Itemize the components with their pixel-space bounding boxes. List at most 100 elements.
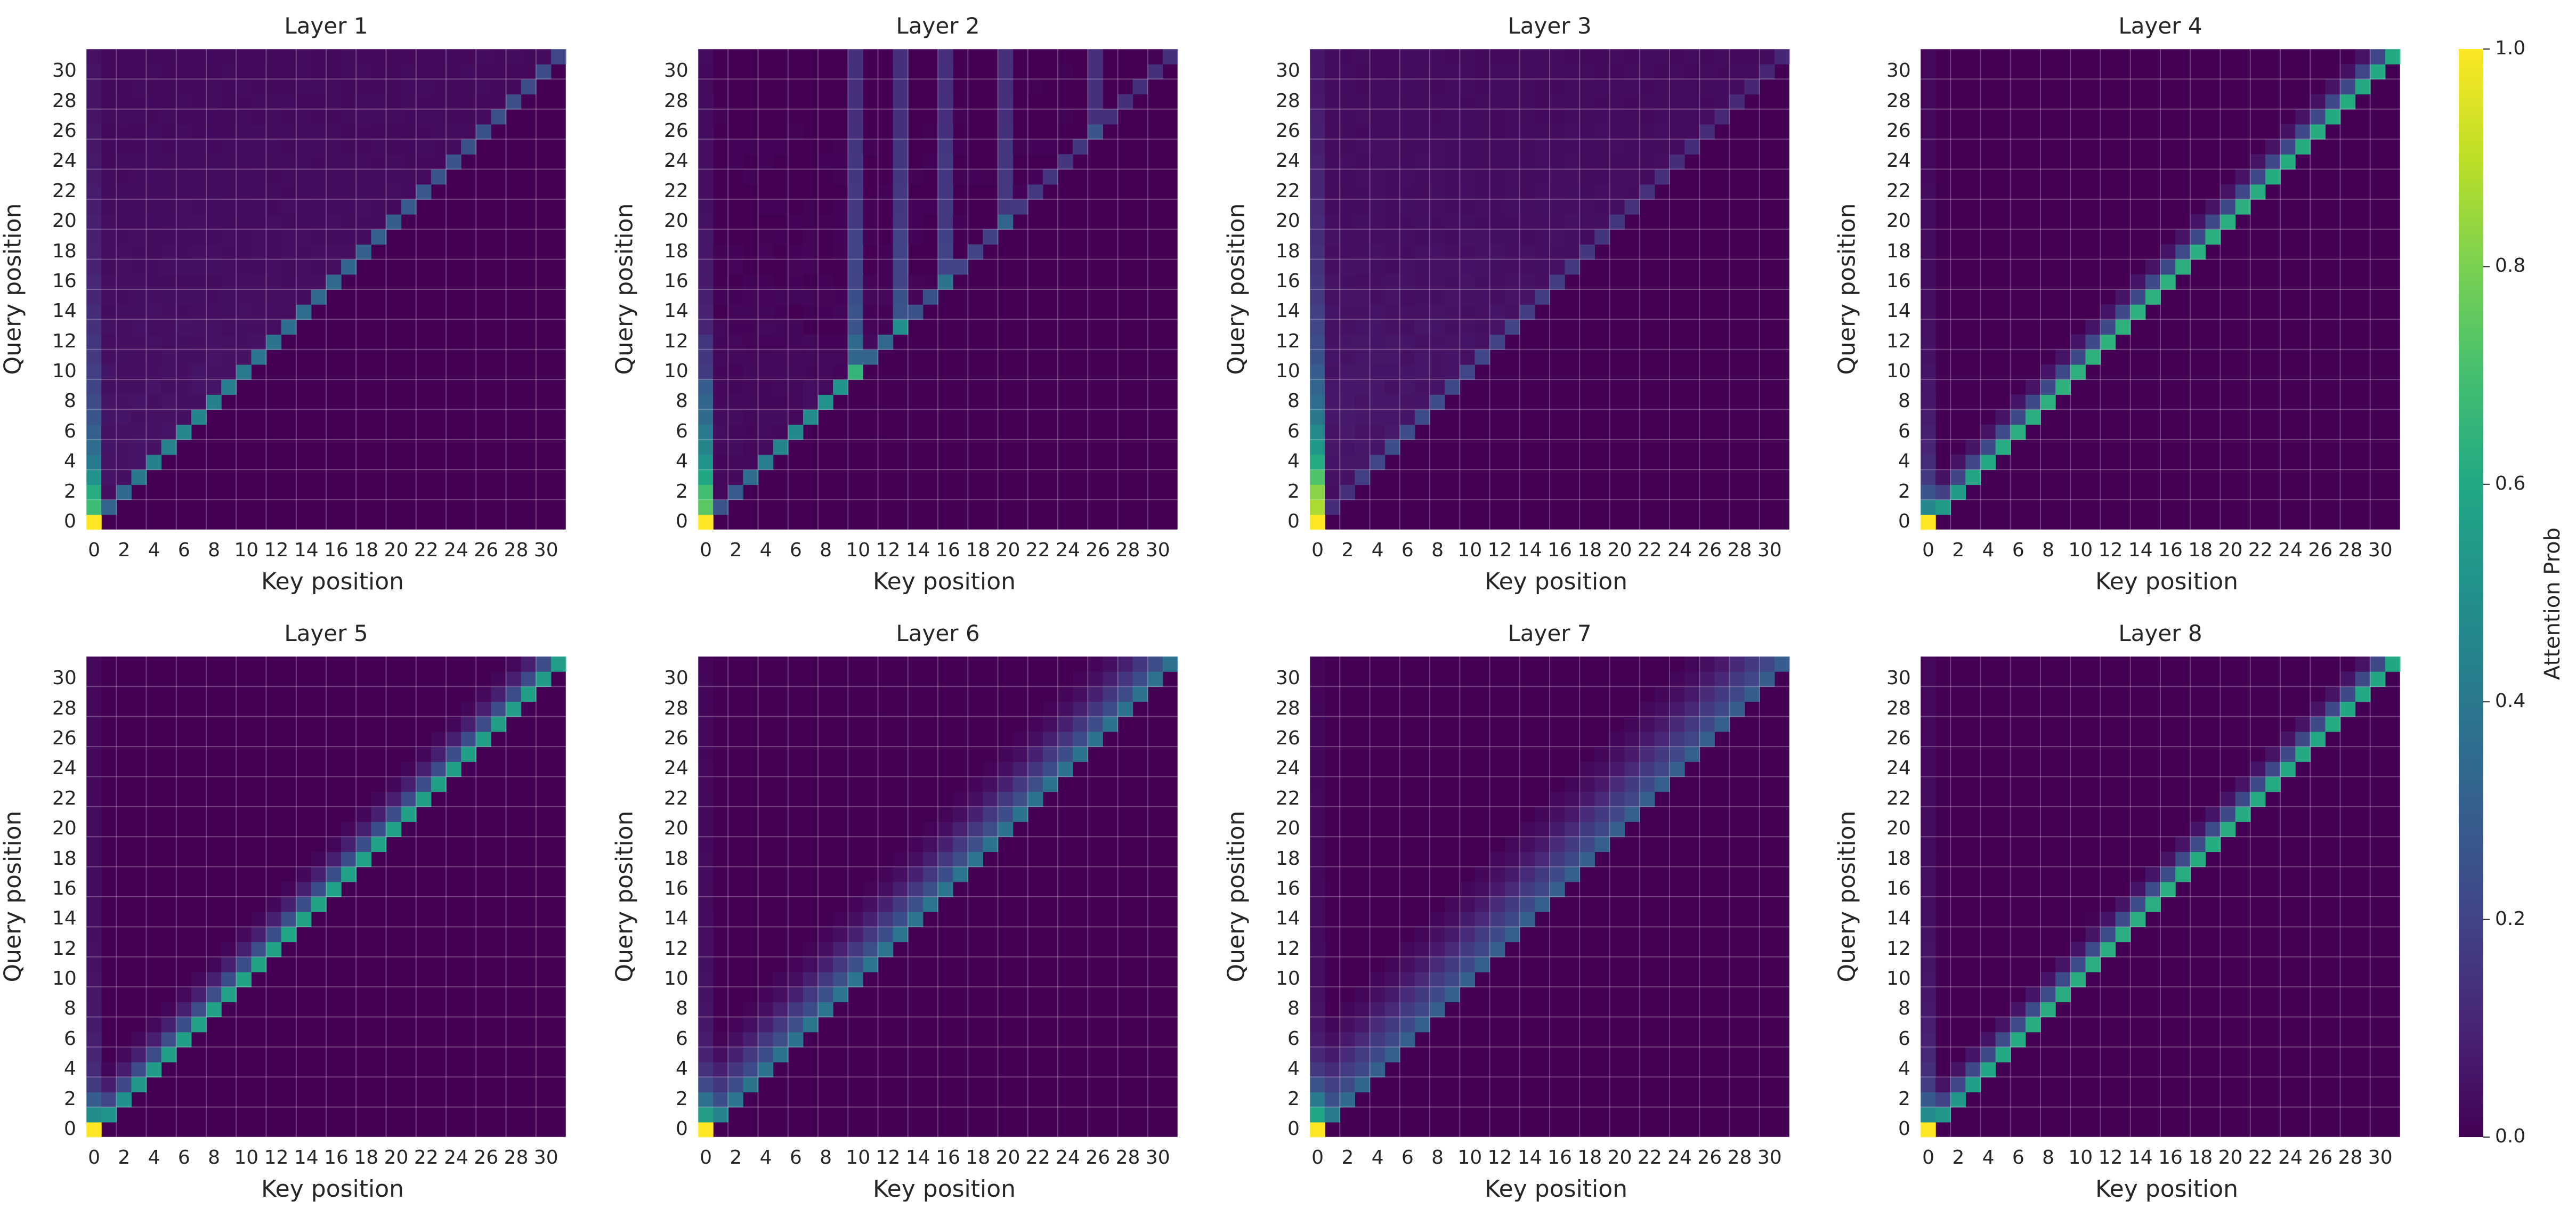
heatmap-cell (1475, 169, 1490, 185)
heatmap-cell (2355, 64, 2371, 79)
heatmap-cell (1714, 109, 1730, 125)
heatmap-cell (1921, 1122, 1936, 1138)
heatmap-cell (1460, 349, 1475, 365)
heatmap-cell (1445, 971, 1460, 987)
heatmap-cell (326, 79, 342, 95)
x-tick-label: 0 (700, 539, 712, 561)
x-tick-label: 28 (1115, 1147, 1140, 1169)
heatmap-cell (1504, 259, 1520, 275)
heatmap-cell (1684, 656, 1700, 672)
heatmap-cell (521, 686, 537, 702)
heatmap-cell (1565, 259, 1580, 275)
heatmap-cell (698, 184, 714, 200)
heatmap-cell (176, 139, 192, 155)
heatmap-cell (311, 184, 327, 200)
heatmap-cell (296, 184, 312, 200)
heatmap-cell (938, 259, 953, 275)
heatmap-cell (2190, 214, 2206, 230)
heatmap-cell (1340, 334, 1355, 350)
heatmap-cell (1340, 1032, 1355, 1048)
heatmap-cell (1475, 199, 1490, 215)
heatmap-cell (116, 154, 132, 170)
heatmap-cell (386, 199, 402, 215)
heatmap-cell (908, 837, 924, 853)
x-axis-label: Key position (873, 1175, 1016, 1203)
heatmap-cell (1355, 1002, 1371, 1018)
heatmap-cell (2340, 671, 2356, 687)
heatmap-cell (1340, 64, 1355, 79)
heatmap-cell (1355, 124, 1371, 140)
heatmap-cell (1550, 139, 1565, 155)
heatmap-cell (161, 424, 177, 440)
heatmap-cell (236, 942, 252, 958)
heatmap-cell (2325, 109, 2341, 125)
heatmap-cell (1489, 94, 1505, 110)
heatmap-cell (1430, 334, 1445, 350)
heatmap-cell (1445, 259, 1460, 275)
heatmap-cell (1594, 169, 1610, 185)
heatmap-cell (728, 349, 743, 365)
heatmap-cell (818, 942, 833, 958)
heatmap-cell (236, 94, 252, 110)
heatmap-cell (101, 1107, 117, 1123)
heatmap-cell (1384, 64, 1400, 79)
heatmap-cell (2115, 289, 2131, 305)
heatmap-cell (1310, 439, 1325, 455)
heatmap-cell (2220, 214, 2236, 230)
heatmap-cell (1744, 671, 1760, 687)
y-axis-label: Query position (0, 203, 27, 375)
heatmap-cell (1684, 716, 1700, 732)
heatmap-cell (1519, 837, 1535, 853)
heatmap-cell (743, 1062, 759, 1077)
heatmap-cell (833, 942, 848, 958)
heatmap-cell (191, 409, 207, 425)
heatmap-cell (2310, 701, 2326, 717)
y-axis-label: Query position (611, 203, 638, 375)
heatmap-cell (311, 897, 327, 912)
heatmap-cell (356, 806, 371, 822)
heatmap-cell (698, 956, 714, 972)
heatmap-cell (1073, 671, 1088, 687)
heatmap-cell (176, 987, 192, 1002)
heatmap-cell (1714, 671, 1730, 687)
heatmap-cell (1340, 1062, 1355, 1077)
heatmap-cell (161, 214, 177, 230)
heatmap-cell (1384, 289, 1400, 305)
heatmap-cell (743, 394, 759, 410)
heatmap-cell (221, 274, 237, 290)
y-tick-label: 2 (64, 480, 76, 502)
y-tick-label: 30 (1276, 667, 1300, 689)
heatmap-cell (698, 469, 714, 485)
heatmap-cell (326, 274, 342, 290)
heatmap-cell (296, 897, 312, 912)
heatmap-cell (371, 94, 387, 110)
heatmap-cell (848, 912, 863, 927)
heatmap-cell (206, 109, 222, 125)
heatmap-cell (713, 244, 728, 260)
heatmap-cell (251, 229, 267, 245)
heatmap-cell (878, 304, 894, 320)
heatmap-cell (1489, 304, 1505, 320)
heatmap-cell (1430, 139, 1445, 155)
heatmap-cell (236, 319, 252, 335)
heatmap-cell (818, 154, 833, 170)
heatmap-cell (1594, 109, 1610, 125)
heatmap-cell (922, 199, 938, 215)
heatmap-cell (1355, 244, 1371, 260)
heatmap-cell (356, 64, 371, 79)
heatmap-cell (2250, 169, 2266, 185)
panel-title: Layer 7 (1508, 620, 1592, 646)
heatmap-cell (848, 364, 863, 380)
heatmap-cell (1414, 927, 1430, 943)
heatmap-cell (1384, 244, 1400, 260)
heatmap-cell (1565, 124, 1580, 140)
heatmap-cell (176, 109, 192, 125)
heatmap-cell (698, 791, 714, 807)
heatmap-cell (1460, 364, 1475, 380)
heatmap-cell (878, 927, 894, 943)
heatmap-cell (1310, 866, 1325, 882)
heatmap-cell (983, 169, 999, 185)
heatmap-cell (191, 214, 207, 230)
heatmap-cell (1550, 49, 1565, 64)
heatmap-cell (131, 244, 147, 260)
